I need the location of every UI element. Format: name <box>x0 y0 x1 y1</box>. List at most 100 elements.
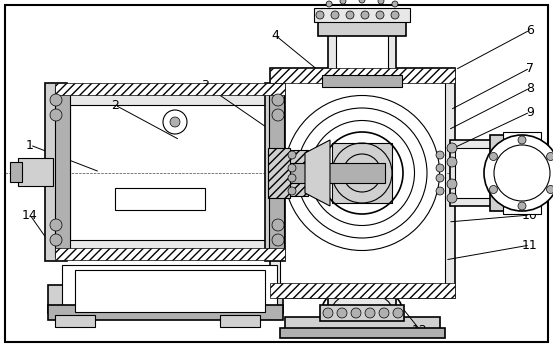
Text: 11: 11 <box>522 238 538 252</box>
Bar <box>322 75 402 87</box>
Bar <box>280 80 445 290</box>
Text: 14: 14 <box>22 209 38 221</box>
Circle shape <box>518 202 526 210</box>
Circle shape <box>365 308 375 318</box>
Text: 4: 4 <box>271 28 279 42</box>
Bar <box>503 132 541 214</box>
Circle shape <box>337 308 347 318</box>
Circle shape <box>436 174 444 182</box>
Text: 9: 9 <box>526 105 534 118</box>
Circle shape <box>272 234 284 246</box>
Circle shape <box>50 94 62 106</box>
Circle shape <box>272 219 284 231</box>
Bar <box>18 158 53 186</box>
Circle shape <box>392 1 398 7</box>
Circle shape <box>447 179 457 189</box>
Bar <box>285 317 440 335</box>
Bar <box>280 328 445 338</box>
Bar <box>269 87 284 257</box>
Bar <box>48 285 283 313</box>
Circle shape <box>50 109 62 121</box>
Text: 7: 7 <box>526 61 534 75</box>
Text: 5: 5 <box>366 11 374 25</box>
Circle shape <box>163 110 187 134</box>
Circle shape <box>546 152 553 161</box>
Bar <box>270 68 455 83</box>
Circle shape <box>331 11 339 19</box>
Circle shape <box>391 11 399 19</box>
Bar <box>70 105 270 240</box>
Bar <box>314 8 410 22</box>
Text: 12: 12 <box>412 323 428 337</box>
Circle shape <box>359 0 365 3</box>
Circle shape <box>272 94 284 106</box>
Text: 6: 6 <box>526 24 534 36</box>
Bar <box>55 87 70 257</box>
Bar <box>48 305 283 320</box>
Text: 13: 13 <box>77 273 93 287</box>
Circle shape <box>50 234 62 246</box>
Bar <box>270 68 455 298</box>
Circle shape <box>288 164 296 172</box>
Bar <box>320 305 404 321</box>
Circle shape <box>447 157 457 167</box>
Bar <box>10 162 22 182</box>
Bar <box>55 83 285 95</box>
Circle shape <box>546 186 553 194</box>
Bar <box>45 83 67 261</box>
Bar <box>336 35 388 80</box>
Circle shape <box>436 151 444 159</box>
Circle shape <box>316 11 324 19</box>
Bar <box>55 248 285 260</box>
Bar <box>490 135 510 211</box>
Bar <box>55 90 285 255</box>
Circle shape <box>288 151 296 159</box>
Bar <box>450 140 500 206</box>
Text: 3: 3 <box>201 78 209 92</box>
Bar <box>220 315 260 327</box>
Bar <box>270 283 455 298</box>
Circle shape <box>376 11 384 19</box>
Bar <box>332 143 392 203</box>
Circle shape <box>288 187 296 195</box>
Circle shape <box>351 308 361 318</box>
Circle shape <box>447 143 457 153</box>
Bar <box>55 315 95 327</box>
Bar <box>278 150 308 196</box>
Bar <box>62 265 277 317</box>
Circle shape <box>170 117 180 127</box>
Circle shape <box>323 308 333 318</box>
Circle shape <box>346 11 354 19</box>
Bar <box>328 298 396 333</box>
Circle shape <box>326 1 332 7</box>
Circle shape <box>494 145 550 201</box>
Text: 10: 10 <box>522 209 538 221</box>
Circle shape <box>378 0 384 4</box>
Text: 8: 8 <box>526 82 534 94</box>
Circle shape <box>340 0 346 4</box>
Circle shape <box>361 11 369 19</box>
Circle shape <box>288 174 296 182</box>
Circle shape <box>393 308 403 318</box>
Circle shape <box>447 193 457 203</box>
Circle shape <box>436 164 444 172</box>
Bar <box>115 188 205 210</box>
Polygon shape <box>305 140 330 206</box>
Bar <box>270 163 385 183</box>
Circle shape <box>436 187 444 195</box>
Circle shape <box>50 219 62 231</box>
Bar <box>455 148 497 198</box>
Circle shape <box>272 109 284 121</box>
Circle shape <box>518 136 526 144</box>
Bar <box>268 148 290 198</box>
Bar <box>318 20 406 36</box>
Circle shape <box>489 152 497 161</box>
Circle shape <box>489 186 497 194</box>
Bar <box>328 30 396 85</box>
Bar <box>265 83 285 261</box>
Circle shape <box>379 308 389 318</box>
Circle shape <box>484 135 553 211</box>
Bar <box>75 270 265 312</box>
Text: 2: 2 <box>111 99 119 111</box>
Text: 1: 1 <box>26 138 34 152</box>
